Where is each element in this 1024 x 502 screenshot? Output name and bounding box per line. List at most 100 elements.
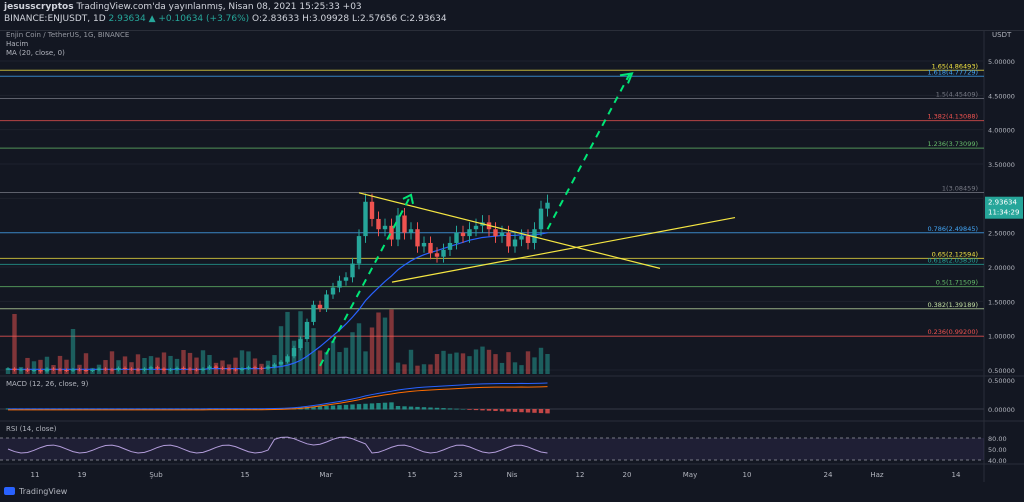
ma-indicator-label[interactable]: MA (20, close, 0)	[6, 49, 65, 57]
rsi-indicator-label[interactable]: RSI (14, close)	[6, 425, 57, 433]
candle-body	[135, 369, 141, 371]
macd-histogram-bar	[519, 409, 524, 413]
rsi-line	[7, 436, 548, 454]
macd-tick-label: 0.00000	[988, 406, 1015, 414]
volume-bar	[31, 361, 37, 374]
ohlc-line: BINANCE:ENJUSDT, 1D 2.93634 ▲ +0.10634 (…	[4, 14, 447, 24]
macd-histogram-bar	[428, 407, 433, 410]
volume-bar	[239, 350, 245, 374]
candle-body	[343, 277, 349, 281]
candle-body	[291, 348, 297, 357]
arrow-head	[619, 72, 634, 84]
volume-bar	[109, 351, 115, 374]
candle-body	[382, 225, 388, 230]
author-name[interactable]: jesusscryptos	[4, 2, 74, 12]
candle-body	[70, 369, 76, 371]
volume-bar	[473, 349, 479, 374]
time-tick-label: Şub	[149, 471, 163, 479]
macd-histogram-bar	[343, 404, 349, 410]
symbol-line[interactable]: BINANCE:ENJUSDT, 1D	[4, 14, 106, 24]
macd-histogram-bar	[506, 409, 511, 412]
price-tick-label: 0.50000	[988, 367, 1015, 375]
macd-signal-line	[8, 386, 548, 411]
candle-body	[304, 321, 310, 340]
currency-label: USDT	[992, 31, 1012, 39]
brand-label: TradingView	[19, 487, 68, 496]
volume-bar	[499, 362, 505, 374]
volume-bar	[135, 354, 141, 374]
rsi-band	[0, 438, 984, 460]
price-tick-label: 5.00000	[988, 58, 1015, 66]
candle-body	[12, 368, 17, 370]
rsi-tick-label: 40.00	[988, 457, 1007, 465]
macd-histogram-bar	[376, 403, 381, 410]
volume-bar	[460, 353, 466, 374]
candle-body	[519, 236, 524, 240]
volume-bar	[447, 353, 453, 374]
macd-histogram-bar	[493, 409, 498, 411]
chart-header: jesusscryptos TradingView.com'da yayınla…	[0, 0, 1024, 31]
candle-body	[181, 367, 186, 369]
volume-bar	[395, 362, 401, 374]
candle-body	[220, 367, 225, 369]
time-tick-label: Nis	[507, 471, 518, 479]
macd-histogram-bar	[447, 408, 453, 410]
volume-bar	[402, 364, 407, 374]
volume-bar	[142, 357, 147, 374]
volume-bar	[57, 355, 63, 374]
macd-histogram-bar	[311, 406, 316, 410]
macd-histogram-bar	[382, 402, 388, 410]
candle-body	[116, 367, 121, 370]
macd-histogram-bar	[454, 408, 459, 410]
candle-body	[168, 369, 173, 371]
time-tick-label: 19	[78, 471, 87, 479]
macd-histogram-bar	[480, 409, 485, 411]
volume-bar	[337, 352, 342, 374]
macd-histogram-bar	[363, 403, 368, 410]
candle-body	[473, 225, 479, 230]
candle-body	[350, 263, 355, 278]
candle-body	[194, 369, 199, 371]
volume-bar	[512, 362, 518, 374]
volume-bar	[194, 357, 199, 374]
volume-indicator-label[interactable]: Hacim	[6, 40, 29, 48]
candle-body	[207, 366, 212, 369]
volume-bar	[122, 356, 128, 374]
volume-bar	[454, 352, 459, 374]
candle-body	[330, 287, 336, 295]
projection-arrow-1	[319, 194, 412, 367]
candle-body	[239, 368, 245, 370]
macd-histogram-bar	[421, 407, 427, 410]
volume-bar	[12, 314, 17, 374]
price-tick-label: 1.00000	[988, 333, 1015, 341]
candle-body	[525, 236, 531, 243]
rsi-tick-label: 80.00	[988, 435, 1007, 443]
price-tick-label: 3.50000	[988, 161, 1015, 169]
macd-histogram-bar	[486, 409, 492, 411]
volume-bar	[421, 364, 427, 374]
macd-indicator-label[interactable]: MACD (12, 26, close, 9)	[6, 380, 89, 388]
tradingview-brand[interactable]: TradingView	[4, 487, 67, 496]
volume-bar	[538, 347, 544, 374]
fib-level-label: 0.5(1.71509)	[936, 279, 978, 287]
chart-background	[0, 30, 1024, 482]
macd-histogram-bar	[525, 409, 531, 413]
price-tick-label: 2.00000	[988, 264, 1015, 272]
candle-body	[493, 229, 498, 237]
fib-level-label: 1.65(4.86493)	[932, 62, 978, 70]
candle-body	[460, 232, 466, 237]
time-tick-label: 10	[743, 471, 752, 479]
macd-histogram-bar	[467, 409, 472, 410]
macd-histogram-bar	[278, 408, 284, 410]
candle-body	[213, 366, 219, 368]
candle-body	[337, 280, 342, 288]
volume-bar	[64, 359, 69, 374]
candle-body	[454, 232, 459, 243]
fib-level-label: 0.786(2.49845)	[927, 225, 978, 233]
volume-bar	[415, 365, 420, 374]
macd-histogram-bar	[337, 405, 342, 410]
volume-bar	[200, 350, 206, 374]
volume-bar	[5, 368, 11, 374]
candle-body	[90, 370, 95, 371]
